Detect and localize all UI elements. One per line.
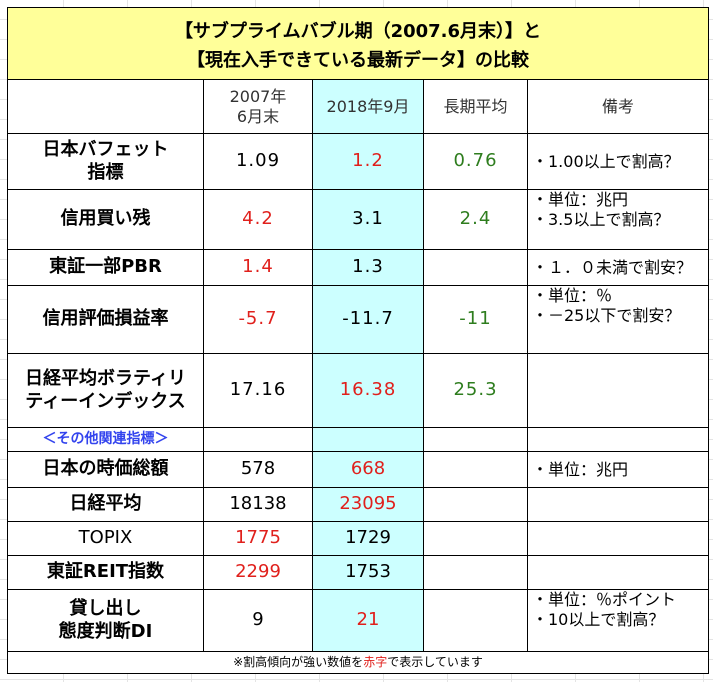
remark: ・単位：兆円 ・3.5以上で割高？: [528, 190, 708, 250]
value-average: 0.76: [424, 134, 528, 190]
row-label-line2: ティーインデックス: [25, 390, 186, 412]
section-label: ＜その他関連指標＞: [8, 428, 204, 452]
value-2007: 1.09: [204, 134, 313, 190]
empty-cell: [313, 428, 424, 452]
value-average: [424, 590, 528, 652]
row-label: TOPIX: [8, 522, 204, 556]
footnote-text-after: で表示しています: [387, 655, 483, 669]
empty-cell: [528, 428, 708, 452]
value-average: 2.4: [424, 190, 528, 250]
remark-line1: ・単位：％ポイント: [532, 590, 677, 609]
row-label: 信用買い残: [8, 190, 204, 250]
remark: [528, 522, 708, 556]
footnote-highlight: 赤字: [363, 655, 388, 669]
header-remarks: 備考: [528, 80, 708, 134]
value-average: 25.3: [424, 354, 528, 428]
value-average: [424, 452, 528, 488]
comparison-table: 【サブプライムバブル期（2007.6月末）】と 【現在入手できている最新データ】…: [7, 7, 709, 674]
remark: [528, 354, 708, 428]
footnote: ※割高傾向が強い数値を赤字で表示しています: [8, 652, 708, 673]
header-label-cell: [8, 80, 204, 134]
row-label-line1: 日経平均ボラティリ: [25, 368, 186, 389]
header-2018: 2018年9月: [313, 80, 424, 134]
row-label-line2: 態度判断DI: [58, 620, 153, 642]
header-2007-line1: 2007年: [229, 86, 287, 106]
value-2018: 668: [313, 452, 424, 488]
value-2018: 1753: [313, 556, 424, 590]
value-average: [424, 488, 528, 522]
remark: ・１．０未満で割安？: [528, 250, 708, 286]
value-2007: 578: [204, 452, 313, 488]
value-2007: 4.2: [204, 190, 313, 250]
footnote-text-before: ※割高傾向が強い数値を: [233, 655, 364, 669]
value-2007: 1.4: [204, 250, 313, 286]
remark-line2: ・10以上で割高？: [532, 610, 665, 629]
row-label: 日本バフェット 指標: [8, 134, 204, 190]
value-2007: -5.7: [204, 286, 313, 354]
value-2018: -11.7: [313, 286, 424, 354]
value-2007: 9: [204, 590, 313, 652]
row-label: 東証REIT指数: [8, 556, 204, 590]
value-2018: 16.38: [313, 354, 424, 428]
row-label-line1: 日本バフェット: [42, 139, 169, 160]
value-2007: 17.16: [204, 354, 313, 428]
title-line-2: 【現在入手できている最新データ】の比較: [187, 50, 529, 71]
remark-line2: ・－25以下で割安？: [532, 306, 681, 325]
remark: [528, 556, 708, 590]
remark-line1: ・単位：兆円: [532, 190, 629, 209]
remark-line1: ・単位：％: [532, 286, 613, 305]
value-2018: 21: [313, 590, 424, 652]
value-2018: 1.3: [313, 250, 424, 286]
value-2007: 2299: [204, 556, 313, 590]
row-label: 日本の時価総額: [8, 452, 204, 488]
value-2007: 18138: [204, 488, 313, 522]
remark-line2: ・3.5以上で割高？: [532, 210, 670, 229]
remark: ・1.00以上で割高？: [528, 134, 708, 190]
empty-cell: [204, 428, 313, 452]
remark: ・単位：％ ・－25以下で割安？: [528, 286, 708, 354]
remark: ・単位：兆円: [528, 452, 708, 488]
value-2018: 23095: [313, 488, 424, 522]
value-average: [424, 250, 528, 286]
table-title: 【サブプライムバブル期（2007.6月末）】と 【現在入手できている最新データ】…: [8, 8, 708, 80]
remark: ・単位：％ポイント ・10以上で割高？: [528, 590, 708, 652]
title-line-1: 【サブプライムバブル期（2007.6月末）】と: [174, 21, 542, 42]
empty-cell: [424, 428, 528, 452]
remark: [528, 488, 708, 522]
row-label: 東証一部PBR: [8, 250, 204, 286]
header-long-term-average: 長期平均: [424, 80, 528, 134]
header-2007-line2: 6月末: [236, 106, 280, 126]
value-2018: 1.2: [313, 134, 424, 190]
value-average: [424, 522, 528, 556]
row-label-line1: 貸し出し: [69, 598, 142, 619]
row-label: 信用評価損益率: [8, 286, 204, 354]
row-label: 貸し出し 態度判断DI: [8, 590, 204, 652]
header-2007: 2007年 6月末: [204, 80, 313, 134]
value-2018: 1729: [313, 522, 424, 556]
row-label: 日経平均: [8, 488, 204, 522]
value-2007: 1775: [204, 522, 313, 556]
value-average: -11: [424, 286, 528, 354]
value-average: [424, 556, 528, 590]
value-2018: 3.1: [313, 190, 424, 250]
row-label-line2: 指標: [87, 161, 124, 183]
row-label: 日経平均ボラティリ ティーインデックス: [8, 354, 204, 428]
